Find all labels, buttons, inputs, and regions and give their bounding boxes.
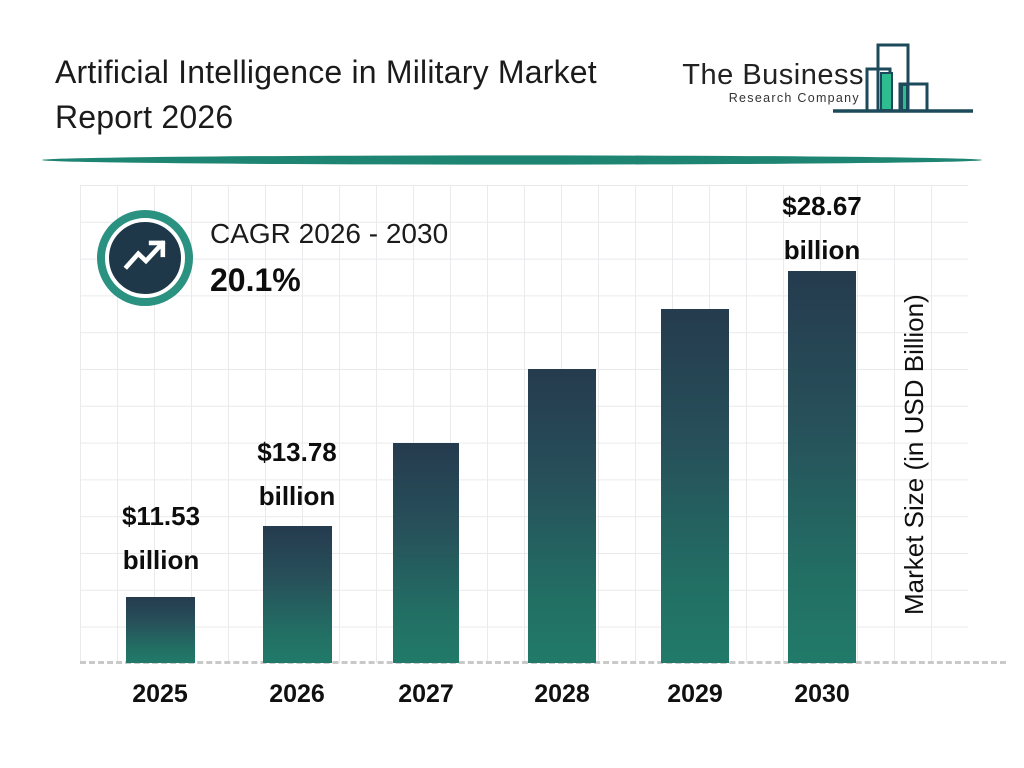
title-line-1: Artificial Intelligence in Military Mark… xyxy=(55,54,597,90)
cagr-period-label: CAGR 2026 - 2030 xyxy=(210,218,449,249)
x-tick-2026: 2026 xyxy=(269,680,325,708)
x-tick-2029: 2029 xyxy=(667,680,723,708)
title-line-2: Report 2026 xyxy=(55,99,234,135)
cagr-badge xyxy=(105,218,185,298)
bar-2028 xyxy=(528,369,596,663)
bar-chart-logo-icon xyxy=(833,38,975,123)
cagr-value: 20.1% xyxy=(210,262,301,298)
trending-up-icon xyxy=(122,233,168,284)
x-tick-2027: 2027 xyxy=(398,680,454,708)
value-label-2030-amount: $28.67 xyxy=(782,191,862,221)
x-tick-2030: 2030 xyxy=(794,680,850,708)
x-tick-2028: 2028 xyxy=(534,680,590,708)
x-tick-2025: 2025 xyxy=(132,680,188,708)
value-label-2025-unit: billion xyxy=(122,545,200,575)
bar-2027 xyxy=(393,443,459,663)
bar-2025 xyxy=(126,597,195,663)
logo-name: The Business xyxy=(682,59,864,91)
value-label-2026-amount: $13.78 xyxy=(257,437,337,467)
logo-subtitle: Research Company xyxy=(728,91,860,105)
page-title: Artificial Intelligence in Military Mark… xyxy=(55,50,735,140)
header-divider xyxy=(42,153,982,171)
value-label-2030: $28.67 billion xyxy=(782,184,862,272)
bar-2030 xyxy=(788,271,856,663)
value-label-2030-unit: billion xyxy=(783,235,861,265)
bar-2029 xyxy=(661,309,729,663)
value-label-2026-unit: billion xyxy=(258,481,336,511)
company-logo-text: The Business Research Company xyxy=(682,60,864,105)
y-axis-title: Market Size (in USD Billion) xyxy=(899,294,929,616)
value-label-2025-amount: $11.53 xyxy=(121,501,201,531)
value-label-2025: $11.53 billion xyxy=(122,494,200,582)
bar-2026 xyxy=(263,526,332,663)
value-label-2026: $13.78 billion xyxy=(257,430,337,518)
